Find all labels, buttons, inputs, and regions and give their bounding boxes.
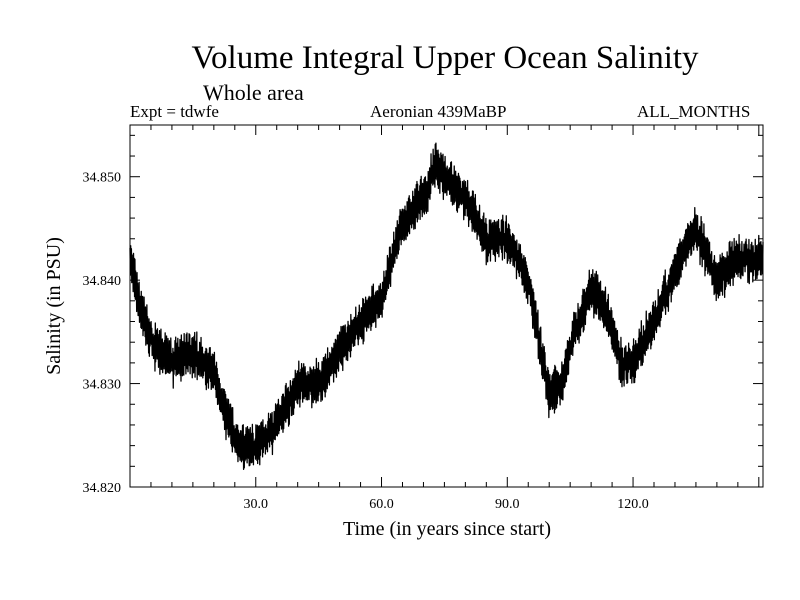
- salinity-series-line: [129, 142, 764, 471]
- x-axis-label: Time (in years since start): [343, 518, 551, 540]
- y-tick-label: 34.830: [83, 378, 122, 393]
- x-tick-label: 120.0: [617, 497, 649, 512]
- y-tick-label: 34.820: [83, 481, 122, 496]
- x-tick-label: 30.0: [244, 497, 269, 512]
- months-label: ALL_MONTHS: [637, 102, 751, 121]
- period-label: Aeronian 439MaBP: [370, 102, 507, 121]
- x-tick-label: 90.0: [495, 497, 520, 512]
- y-axis-label: Salinity (in PSU): [43, 237, 65, 375]
- y-tick-label: 34.850: [83, 171, 122, 186]
- expt-label: Expt = tdwfe: [130, 102, 219, 121]
- y-tick-label: 34.840: [83, 274, 122, 289]
- chart-title: Volume Integral Upper Ocean Salinity: [191, 40, 699, 76]
- x-tick-label: 60.0: [369, 497, 394, 512]
- chart-subtitle: Whole area: [203, 80, 304, 105]
- plot-frame: [129, 124, 764, 488]
